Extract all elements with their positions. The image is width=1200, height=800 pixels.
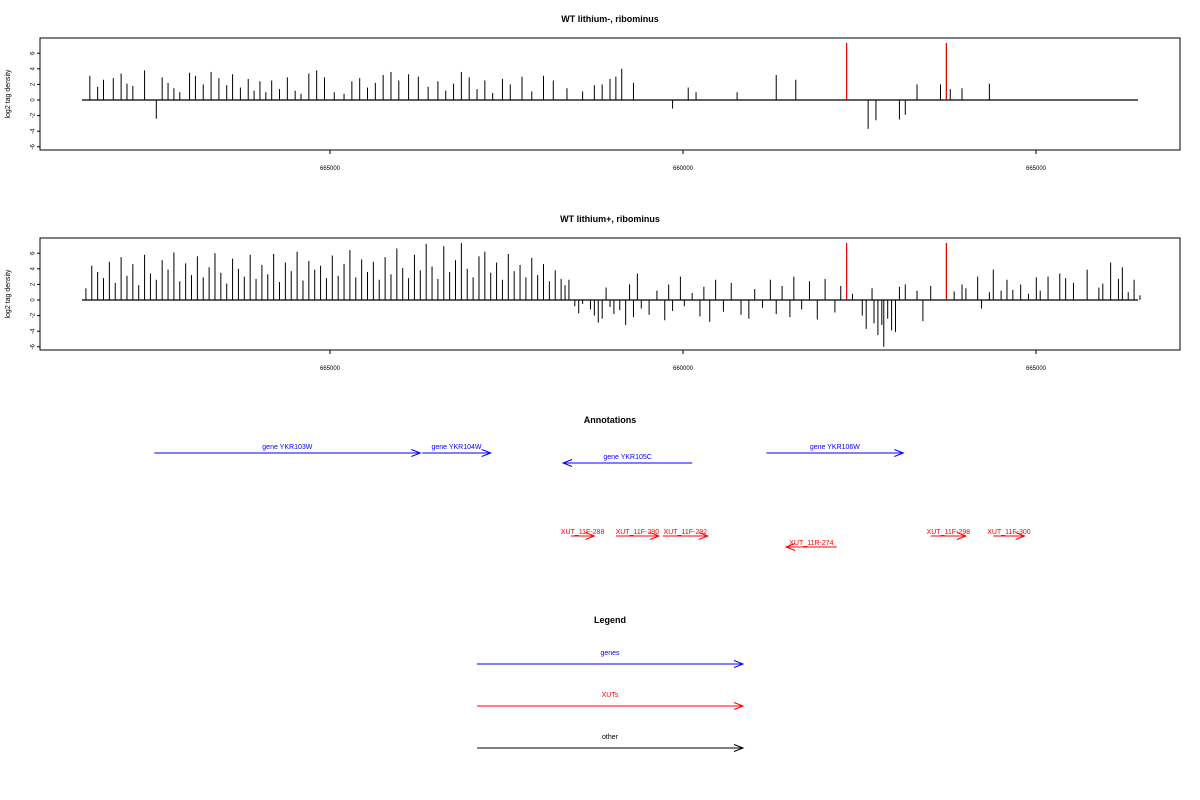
legend-label: XUTs <box>602 692 619 699</box>
xut-arrow: XUT_11F-290 <box>616 529 661 540</box>
y-axis-label: log2 tag density <box>5 69 12 119</box>
y-axis: 6 4 2 0 -2 -4 -6 <box>31 51 40 149</box>
xut-arrow: XUT_11F-300 <box>987 529 1031 540</box>
y-tick-label: 6 <box>31 51 37 55</box>
y-axis-label: log2 tag density <box>5 269 12 319</box>
y-tick-label: 4 <box>31 66 37 70</box>
y-tick-label: 0 <box>31 298 37 302</box>
y-tick-label: 2 <box>31 82 37 86</box>
gene-label: gene YKR103W <box>262 444 312 451</box>
signal-bars <box>82 243 1141 347</box>
xut-arrow: XUT_11F-298 <box>927 529 971 540</box>
legend-panel: Legend genes XUTs other <box>477 615 745 752</box>
signal-bars <box>82 43 1138 129</box>
y-axis: 6 4 2 0 -2 -4 -6 <box>31 251 40 349</box>
x-tick-label: 665000 <box>1026 166 1047 172</box>
xut-label: XUT_11F-288 <box>561 529 605 536</box>
arrow-head <box>698 532 710 540</box>
y-tick-label: -6 <box>31 143 37 149</box>
arrow-head <box>894 449 905 457</box>
xut-arrow: XUT_11F-292 <box>662 529 710 540</box>
gene-arrow: gene YKR104W <box>422 444 493 457</box>
panel-title: WT lithium+, ribominus <box>560 214 660 224</box>
gene-label: gene YKR104W <box>431 444 481 451</box>
x-axis: 665000 660000 665000 <box>320 350 1047 372</box>
y-tick-label: 6 <box>31 251 37 255</box>
xut-track: XUT_11F-288 XUT_11F-290 XUT_11F-292 XUT_11R… <box>561 529 1031 551</box>
arrow-head <box>733 660 745 668</box>
arrow-head <box>561 459 573 467</box>
y-tick-label: 2 <box>31 282 37 286</box>
legend-label: other <box>602 734 619 741</box>
gene-label: gene YKR106W <box>810 444 860 451</box>
gene-arrow: gene YKR106W <box>766 444 905 457</box>
x-axis: 665000 660000 665000 <box>320 150 1047 172</box>
legend-item: genes <box>477 650 745 668</box>
plot-frame <box>39 237 1181 351</box>
xut-label: XUT_11F-292 <box>664 529 708 536</box>
arrow-head <box>956 532 968 540</box>
xut-label: XUT_11F-300 <box>987 529 1031 536</box>
track-panel-lithium-plus: WT lithium+, ribominus log2 tag density … <box>5 214 1181 372</box>
arrow-head <box>1015 532 1026 540</box>
legend-title: Legend <box>594 615 626 625</box>
x-tick-label: 665000 <box>320 166 341 172</box>
track-panel-lithium-minus: WT lithium-, ribominus log2 tag density … <box>5 14 1181 172</box>
xut-label: XUT_11F-290 <box>616 529 660 536</box>
arrow-head <box>585 532 596 540</box>
arrow-head <box>784 543 796 551</box>
arrow-head <box>733 702 745 710</box>
xut-label: XUT_11R-274 <box>789 540 833 547</box>
legend-item: XUTs <box>477 692 745 710</box>
x-tick-label: 660000 <box>673 366 694 372</box>
y-tick-label: -4 <box>31 328 37 334</box>
panel-title: WT lithium-, ribominus <box>561 14 659 24</box>
annotations-panel: Annotations gene YKR103W gene YKR104Wgene… <box>154 415 1031 551</box>
y-tick-label: 0 <box>31 98 37 102</box>
x-tick-label: 660000 <box>673 166 694 172</box>
arrow-head <box>649 532 661 540</box>
gene-track: gene YKR103W gene YKR104W gene YKR105C gene… <box>154 444 905 467</box>
x-tick-label: 665000 <box>320 366 341 372</box>
legend-items: genes XUTs other <box>477 650 745 752</box>
gene-label: gene YKR105C <box>603 454 652 461</box>
gene-arrow: gene YKR103W <box>154 444 422 457</box>
legend-item: other <box>477 734 745 752</box>
arrow-head <box>411 449 422 457</box>
y-tick-label: -2 <box>31 312 37 318</box>
arrow-head <box>733 744 745 752</box>
xut-arrow: XUT_11F-288 <box>561 529 605 540</box>
y-tick-label: -2 <box>31 112 37 118</box>
gene-arrow: gene YKR105C <box>561 454 693 467</box>
y-tick-label: -4 <box>31 128 37 134</box>
xut-arrow: XUT_11R-274 <box>784 540 837 551</box>
x-tick-label: 665000 <box>1026 366 1047 372</box>
arrow-head <box>481 449 493 457</box>
y-tick-label: -6 <box>31 343 37 349</box>
y-tick-label: 4 <box>31 266 37 270</box>
annotations-title: Annotations <box>584 415 637 425</box>
plot-frame <box>39 37 1181 151</box>
xut-label: XUT_11F-298 <box>927 529 971 536</box>
legend-label: genes <box>600 650 620 657</box>
